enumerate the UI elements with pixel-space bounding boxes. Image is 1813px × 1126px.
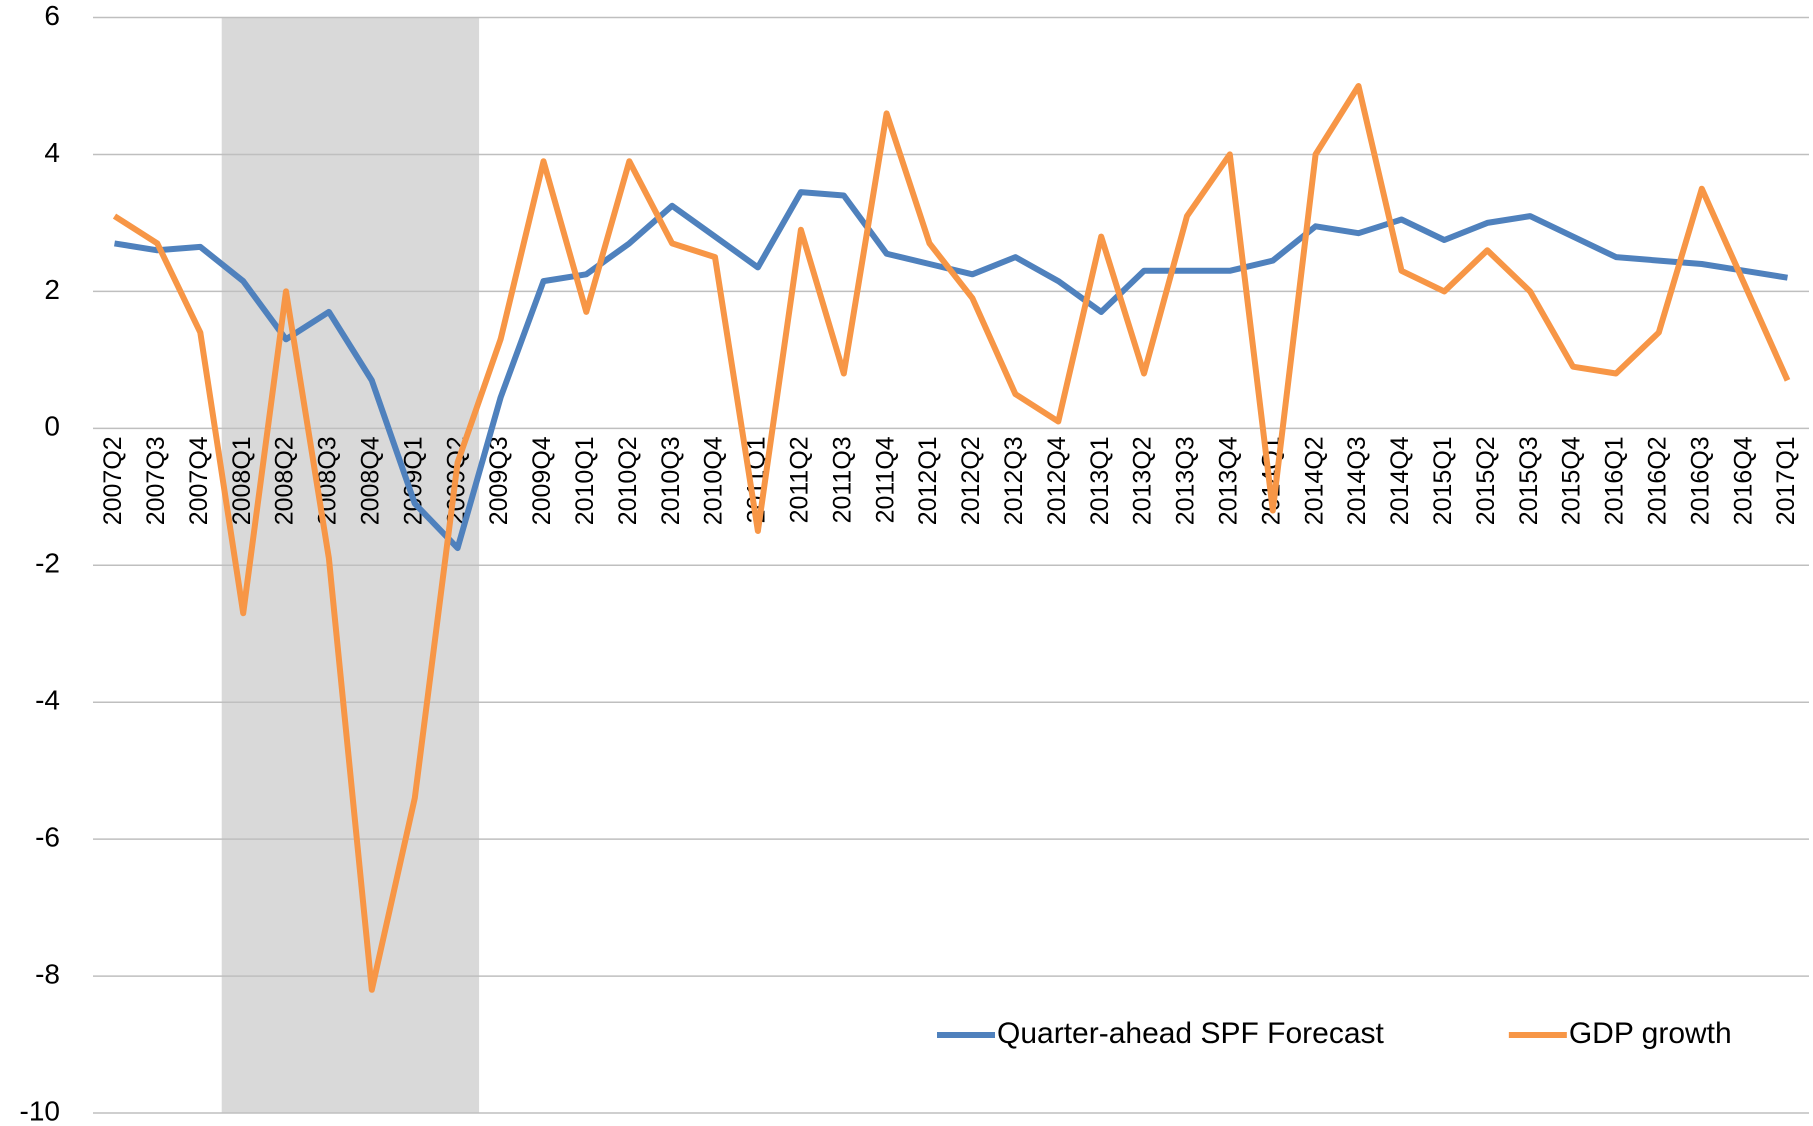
x-tick-label: 2015Q4 <box>1558 436 1586 525</box>
x-tick-label: 2014Q2 <box>1300 436 1328 525</box>
x-tick-label: 2008Q2 <box>271 436 299 525</box>
x-tick-label: 2014Q4 <box>1386 436 1414 525</box>
x-tick-label: 2013Q3 <box>1172 436 1200 525</box>
x-tick-label: 2011Q3 <box>828 436 856 523</box>
x-tick-label: 2015Q1 <box>1429 436 1457 525</box>
x-tick-label: 2013Q1 <box>1086 436 1114 525</box>
y-tick-label: 4 <box>44 137 60 168</box>
x-tick-label: 2014Q3 <box>1343 436 1371 525</box>
x-tick-label: 2009Q3 <box>485 436 513 525</box>
x-tick-label: 2016Q3 <box>1686 436 1714 525</box>
x-tick-label: 2008Q1 <box>228 436 256 525</box>
x-tick-label: 2016Q2 <box>1643 436 1671 525</box>
x-tick-label: 2015Q3 <box>1515 436 1543 525</box>
x-tick-label: 2012Q2 <box>957 436 985 525</box>
x-tick-label: 2010Q2 <box>614 436 642 525</box>
x-tick-label: 2008Q4 <box>356 436 384 525</box>
y-tick-label: -2 <box>35 548 60 579</box>
x-tick-label: 2007Q4 <box>185 436 213 525</box>
x-tick-label: 2013Q4 <box>1214 436 1242 525</box>
x-tick-label: 2012Q4 <box>1043 436 1071 525</box>
y-tick-label: -6 <box>35 822 60 853</box>
x-tick-label: 2011Q4 <box>871 436 899 523</box>
x-tick-label: 2015Q2 <box>1472 436 1500 525</box>
legend-label: Quarter-ahead SPF Forecast <box>997 1017 1385 1050</box>
x-tick-label: 2010Q4 <box>700 436 728 525</box>
y-tick-label: 2 <box>44 274 60 305</box>
x-tick-label: 2012Q3 <box>1000 436 1028 525</box>
x-tick-label: 2016Q4 <box>1729 436 1757 525</box>
y-tick-label: 0 <box>44 411 60 442</box>
y-tick-label: -4 <box>35 685 60 716</box>
legend-label: GDP growth <box>1569 1017 1732 1050</box>
series-line <box>112 83 1791 993</box>
x-tick-label: 2011Q2 <box>785 436 813 523</box>
x-tick-label: 2009Q4 <box>528 436 556 525</box>
x-tick-label: 2010Q3 <box>657 436 685 525</box>
x-tick-label: 2010Q1 <box>571 436 599 525</box>
x-tick-label: 2013Q2 <box>1129 436 1157 525</box>
y-tick-label: -10 <box>20 1095 60 1126</box>
x-tick-label: 2012Q1 <box>914 436 942 525</box>
x-tick-label: 2017Q1 <box>1772 436 1800 525</box>
y-tick-label: 6 <box>44 0 60 31</box>
x-tick-label: 2007Q2 <box>99 436 127 525</box>
x-tick-label: 2007Q3 <box>142 436 170 525</box>
x-tick-label: 2016Q1 <box>1601 436 1629 525</box>
y-tick-label: -8 <box>35 958 60 989</box>
